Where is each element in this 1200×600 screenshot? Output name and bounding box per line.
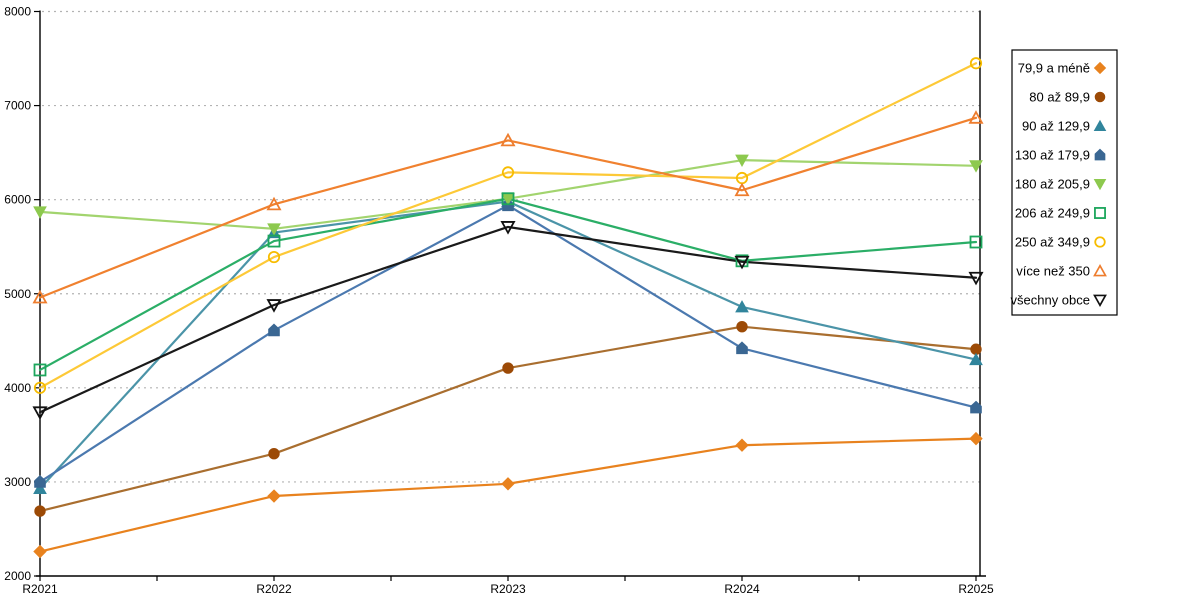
y-tick-label: 8000 [4,5,31,19]
x-tick-label: R2024 [724,582,760,596]
y-tick-label: 6000 [4,193,31,207]
legend-label: všechny obce [1011,293,1091,308]
data-point [735,300,749,313]
y-tick-label: 4000 [4,381,31,395]
data-point [501,477,515,491]
legend-marker-icon [1093,178,1107,191]
legend-label: 250 až 349,9 [1015,235,1090,250]
data-point [34,475,46,488]
data-point [970,400,982,414]
y-tick-label: 5000 [4,287,31,301]
series-line-6 [38,62,978,389]
data-point [267,223,281,236]
legend-marker-icon [1094,236,1106,248]
series-line-7 [38,116,978,299]
data-point [734,255,750,270]
data-point [32,289,48,304]
x-tick-label: R2023 [490,582,526,596]
data-point [969,352,983,366]
data-point [268,447,280,460]
data-point [969,431,983,446]
legend-marker-icon [1094,207,1106,219]
series-line-3 [38,204,978,484]
data-point [968,110,984,124]
data-point [33,481,47,495]
legend-label: 130 až 179,9 [1015,148,1090,163]
data-point [267,489,281,503]
x-tick-label: R2021 [22,582,58,596]
legend-label: 79,9 a méně [1018,61,1090,76]
series-line-0 [38,437,978,553]
data-point [267,250,281,264]
legend-label: více než 350 [1016,264,1090,279]
legend-marker-icon [1093,61,1107,75]
y-tick-label: 3000 [4,475,31,489]
data-point [33,381,47,394]
data-point [267,234,281,248]
data-point [969,235,983,249]
legend-marker-icon [1093,294,1107,308]
data-point [501,192,515,206]
legend-marker-icon [1094,91,1106,103]
y-tick-label: 2000 [4,569,31,583]
data-point [735,154,749,167]
data-point [736,320,748,333]
legend-label: 80 až 89,9 [1029,90,1090,105]
data-point [500,132,516,147]
legend-marker-icon [1093,119,1107,132]
legend-marker-icon [1094,148,1106,161]
data-point [735,438,749,452]
x-tick-label: R2022 [256,582,292,596]
data-point [502,362,514,374]
data-point [969,57,983,70]
data-point [734,182,750,197]
legend-label: 90 až 129,9 [1022,119,1090,134]
data-point [968,271,984,286]
series-line-2 [38,200,978,490]
legend-label: 206 až 249,9 [1015,206,1090,221]
data-point [266,196,282,211]
series-line-8 [38,225,978,414]
data-point [33,363,47,377]
data-point [736,341,748,355]
data-point [34,505,46,517]
y-tick-label: 7000 [4,99,31,113]
data-point [32,406,48,420]
data-point [33,206,47,219]
data-point [500,221,516,235]
data-point [501,166,515,179]
legend-label: 180 až 205,9 [1015,177,1090,192]
data-point [33,544,47,559]
data-point [266,299,282,313]
data-point [969,160,983,173]
legend-marker-icon [1093,263,1107,277]
x-tick-label: R2025 [958,582,994,596]
data-point [268,323,280,337]
series-line-5 [38,197,978,372]
